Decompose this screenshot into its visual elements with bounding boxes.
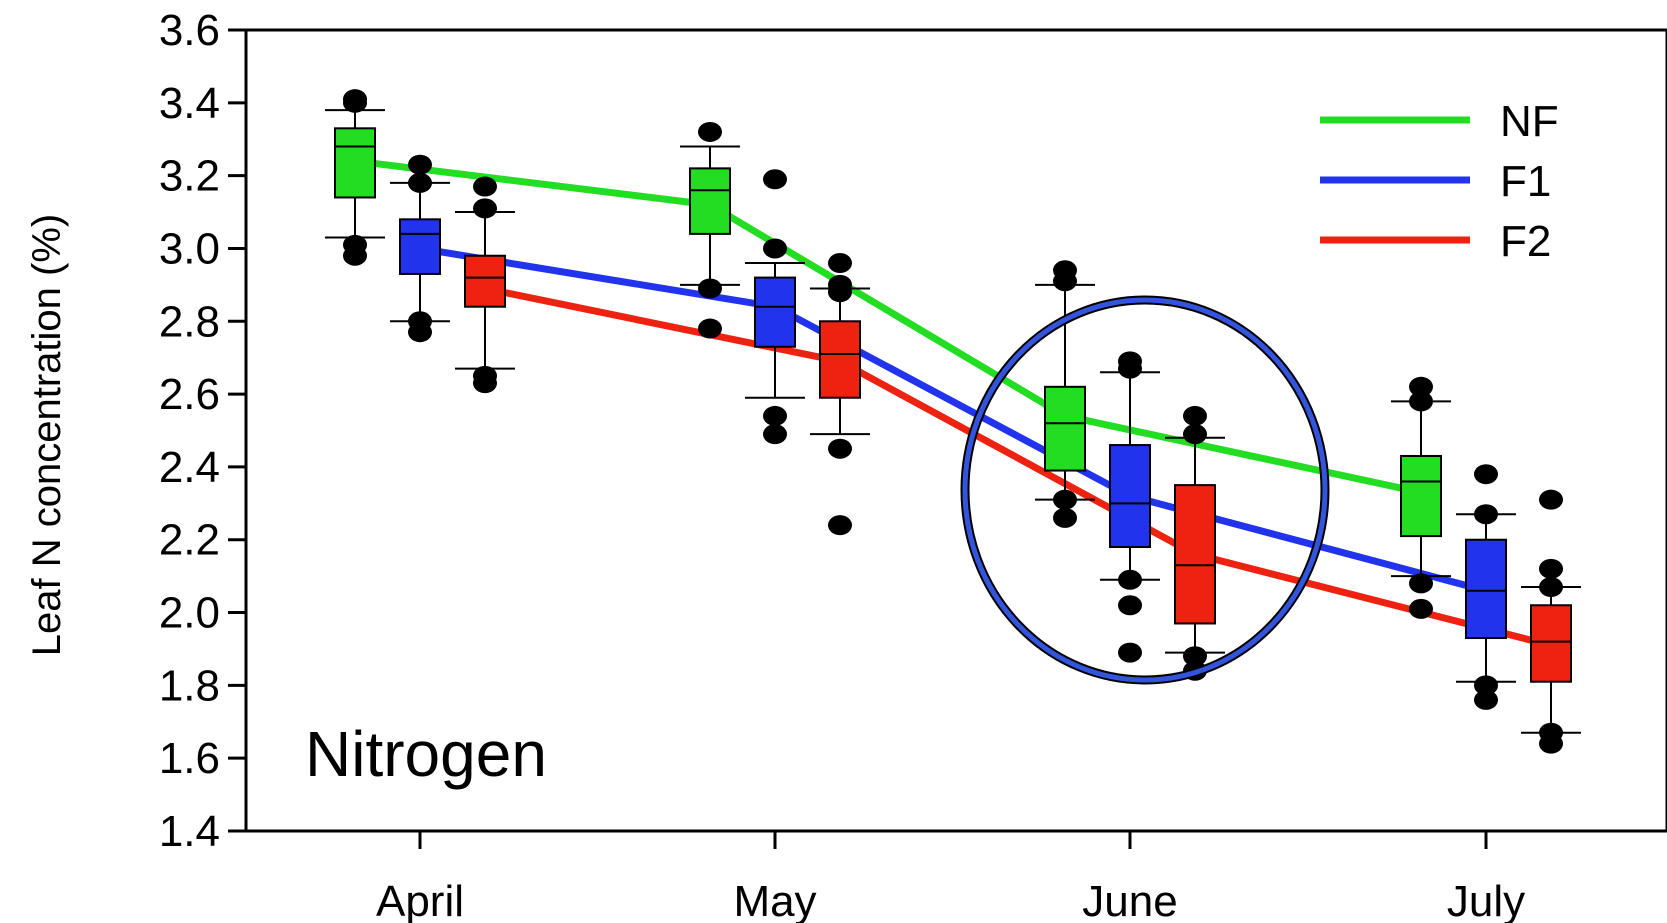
- box-body: [1174, 484, 1216, 625]
- y-tick-label: 1.4: [159, 807, 220, 856]
- outlier-point: [828, 515, 852, 536]
- box-nf-june: [1035, 260, 1095, 528]
- outlier-point: [473, 373, 497, 394]
- outlier-point: [763, 424, 787, 445]
- box-f1-may: [745, 169, 805, 445]
- y-tick-label: 1.6: [159, 734, 220, 783]
- box-f2-may: [810, 253, 870, 536]
- outlier-point: [828, 253, 852, 274]
- y-tick-label: 2.2: [159, 516, 220, 565]
- outlier-point: [1118, 595, 1142, 616]
- y-tick-label: 1.8: [159, 661, 220, 710]
- box-f2-july: [1521, 489, 1581, 754]
- box-f2-april: [455, 176, 515, 394]
- outlier-point: [1118, 569, 1142, 590]
- box-nf-may: [680, 121, 740, 339]
- box-f1-july: [1456, 464, 1516, 710]
- axes: 1.4 1.6 1.8 2.0 2.2 2.4 2.6 2.8 3.0 3.2 3.4 3.6 Apri…: [159, 6, 1667, 923]
- outlier-point: [698, 318, 722, 339]
- y-tick-label: 3.4: [159, 79, 220, 128]
- outlier-point: [1409, 598, 1433, 619]
- outlier-point: [1183, 646, 1207, 667]
- outlier-point: [698, 278, 722, 299]
- outlier-point: [1539, 577, 1563, 598]
- box-body: [1044, 385, 1086, 472]
- box-body: [689, 167, 731, 235]
- outlier-point: [343, 92, 367, 113]
- outlier-point: [698, 121, 722, 142]
- outlier-point: [1474, 689, 1498, 710]
- highlight-ellipse-group: [960, 295, 1330, 685]
- mean-line-nf: [354, 157, 1422, 496]
- chart-annotation: Nitrogen: [305, 718, 547, 790]
- box-body: [1400, 454, 1442, 538]
- box-body: [464, 254, 506, 308]
- box-body: [334, 127, 376, 199]
- outlier-point: [408, 322, 432, 343]
- outlier-point: [473, 176, 497, 197]
- outlier-point: [408, 154, 432, 175]
- y-tick-label: 3.6: [159, 6, 220, 55]
- outlier-point: [1118, 358, 1142, 379]
- outlier-point: [1474, 464, 1498, 485]
- box-body: [819, 320, 861, 399]
- box-body: [754, 276, 796, 348]
- outlier-point: [1539, 733, 1563, 754]
- outlier-point: [343, 245, 367, 266]
- mean-line-f2: [484, 285, 1552, 649]
- box-body: [1465, 538, 1507, 640]
- box-body: [1109, 444, 1151, 549]
- outlier-point: [1409, 573, 1433, 594]
- y-tick-label: 2.4: [159, 443, 220, 492]
- outlier-point: [1053, 271, 1077, 292]
- outlier-point: [763, 169, 787, 190]
- y-tick-label: 2.0: [159, 589, 220, 638]
- boxes: [325, 89, 1581, 754]
- plot-frame: [244, 28, 1667, 833]
- y-tick-label: 2.6: [159, 370, 220, 419]
- x-tick-label: July: [1447, 877, 1525, 923]
- x-tick-label: May: [733, 877, 816, 923]
- box-f1-april: [390, 154, 450, 343]
- outlier-point: [1539, 489, 1563, 510]
- outlier-point: [1053, 489, 1077, 510]
- y-axis-label: Leaf N concentration (%): [25, 214, 69, 656]
- outlier-point: [1409, 391, 1433, 412]
- box-nf-april: [325, 89, 385, 266]
- outlier-point: [1409, 376, 1433, 397]
- legend-label-f1: F1: [1500, 157, 1551, 206]
- mean-line-f1: [419, 245, 1487, 595]
- outlier-point: [763, 405, 787, 426]
- legend-label-nf: NF: [1500, 97, 1559, 146]
- legend: NF F1 F2: [1320, 97, 1559, 266]
- x-tick-label: April: [376, 877, 464, 923]
- legend-label-f2: F2: [1500, 217, 1551, 266]
- box-nf-july: [1391, 376, 1451, 619]
- outlier-point: [1183, 424, 1207, 445]
- y-tick-label: 2.8: [159, 297, 220, 346]
- outlier-point: [763, 238, 787, 259]
- box-body: [1530, 604, 1572, 683]
- outlier-point: [1539, 558, 1563, 579]
- outlier-point: [1118, 642, 1142, 663]
- box-body: [399, 218, 441, 275]
- x-tick-label: June: [1082, 877, 1177, 923]
- outlier-point: [1474, 504, 1498, 525]
- y-tick-label: 3.0: [159, 224, 220, 273]
- highlight-ellipse: [962, 297, 1328, 683]
- box-f1-june: [1100, 351, 1160, 663]
- outlier-point: [473, 198, 497, 219]
- outlier-point: [828, 438, 852, 459]
- mean-lines: [354, 157, 1552, 649]
- outlier-point: [1053, 507, 1077, 528]
- outlier-point: [828, 282, 852, 303]
- outlier-point: [1474, 675, 1498, 696]
- outlier-point: [1183, 405, 1207, 426]
- y-tick-label: 3.2: [159, 152, 220, 201]
- outlier-point: [408, 172, 432, 193]
